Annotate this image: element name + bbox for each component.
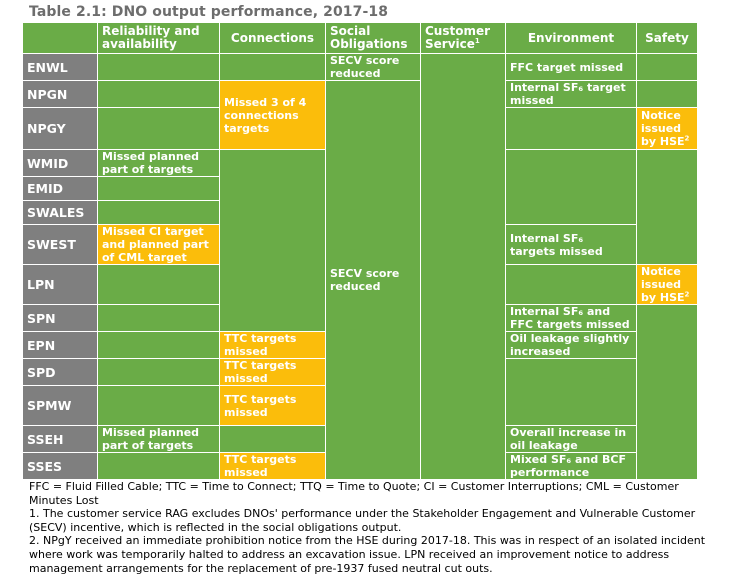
row-label-spn: SPN [22,304,98,332]
cell-enwl-environment: FFC target missed [505,53,637,81]
header-connections: Connections [219,22,326,54]
cell-lpn-environment [505,264,637,305]
cell-epn-reliability [97,331,220,359]
cell-spmw-reliability [97,385,220,426]
cell-enwl-safety [636,53,698,81]
abbreviations-note: FFC = Fluid Filled Cable; TTC = Time to … [29,480,679,507]
row-label-spmw: SPMW [22,385,98,426]
cell-safety-spn-sses [636,304,698,480]
cell-enwl-reliability [97,53,220,81]
cell-social-rest: SECV score reduced [325,80,421,480]
cell-swales-reliability [97,200,220,225]
cell-swest-environment: Internal SF₆ targets missed [505,224,637,265]
cell-environment-spd-spmw [505,358,637,426]
cell-sses-reliability [97,452,220,480]
cell-spmw-connections: TTC targets missed [219,385,326,426]
header-blank [22,22,98,54]
cell-sseh-environment: Overall increase in oil leakage [505,425,637,453]
row-label-sseh: SSEH [22,425,98,453]
cell-npgn-environment: Internal SF₆ target missed [505,80,637,108]
table-notes: FFC = Fluid Filled Cable; TTC = Time to … [29,480,719,575]
footnote-marker-2b: 2 [684,290,690,299]
row-label-npgn: NPGN [22,80,98,108]
row-label-swales: SWALES [22,200,98,225]
cell-customer-service-all [420,53,506,480]
row-label-lpn: LPN [22,264,98,305]
header-reliability: Reliability and availability [97,22,220,54]
cell-enwl-social: SECV score reduced [325,53,421,81]
cell-npgn-reliability [97,80,220,108]
row-label-sses: SSES [22,452,98,480]
cell-npg-connections: Missed 3 of 4 connections targets [219,80,326,150]
safety-npgy-text: Notice issued by HSE [641,109,685,148]
cell-sseh-connections [219,425,326,453]
cell-environment-wmid-swales [505,149,637,225]
cell-epn-connections: TTC targets missed [219,331,326,359]
cell-sseh-reliability: Missed planned part of targets [97,425,220,453]
cell-lpn-reliability [97,264,220,305]
cell-npgy-reliability [97,107,220,150]
footnote-marker-2: 2 [684,134,690,143]
cell-epn-environment: Oil leakage slightly increased [505,331,637,359]
cell-connections-wmid-spn [219,149,326,332]
cell-sses-environment: Mixed SF₆ and BCF performance [505,452,637,480]
cell-npgy-safety: Notice issued by HSE2 [636,107,698,150]
row-label-spd: SPD [22,358,98,386]
header-environment: Environment [505,22,637,54]
cell-wmid-reliability: Missed planned part of targets [97,149,220,177]
cell-npgn-safety [636,80,698,108]
row-label-npgy: NPGY [22,107,98,150]
row-label-swest: SWEST [22,224,98,265]
cell-emid-reliability [97,176,220,201]
table-title: Table 2.1: DNO output performance, 2017-… [29,4,389,20]
performance-table: Reliability and availability Connections… [22,22,698,480]
header-customer-service: Customer Service1 [420,22,506,54]
footnote-2: 2. NPgY received an immediate prohibitio… [29,534,706,575]
row-label-enwl: ENWL [22,53,98,81]
cell-safety-wmid-swest [636,149,698,265]
cell-npgy-environment [505,107,637,150]
header-safety: Safety [636,22,698,54]
cell-spd-connections: TTC targets missed [219,358,326,386]
cell-swest-reliability: Missed CI target and planned part of CML… [97,224,220,265]
cell-lpn-safety: Notice issued by HSE2 [636,264,698,305]
cell-spd-reliability [97,358,220,386]
cell-spn-reliability [97,304,220,332]
row-label-wmid: WMID [22,149,98,177]
header-social-obligations: Social Obligations [325,22,421,54]
footnote-1: 1. The customer service RAG excludes DNO… [29,507,696,534]
safety-lpn-text: Notice issued by HSE [641,265,685,304]
row-label-epn: EPN [22,331,98,359]
footnote-marker-1: 1 [474,37,480,45]
cell-enwl-connections [219,53,326,81]
cell-spn-environment: Internal SF₆ and FFC targets missed [505,304,637,332]
header-customer-service-label: Customer Service [425,24,491,51]
cell-sses-connections: TTC targets missed [219,452,326,480]
row-label-emid: EMID [22,176,98,201]
